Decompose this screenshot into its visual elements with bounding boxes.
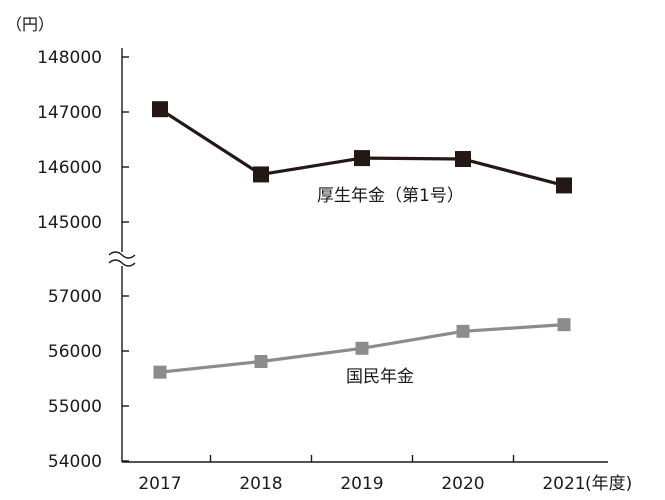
- y-tick-label: 147000: [37, 103, 102, 123]
- series-0: [152, 101, 572, 194]
- x-axis-unit-label: (年度): [585, 474, 632, 494]
- y-tick-label: 148000: [37, 48, 102, 68]
- data-point-marker: [152, 101, 168, 118]
- data-point-marker: [355, 341, 369, 355]
- y-axis-unit-label: （円）: [6, 15, 54, 34]
- data-point-marker: [557, 318, 571, 332]
- x-tick-label: 2020: [441, 474, 484, 494]
- x-tick-label: 2021: [542, 474, 585, 494]
- axis-break-mark: [108, 251, 136, 259]
- y-tick-label: 54000: [48, 452, 102, 472]
- tick-labels: 145000 146000 147000 148000 54000 55000 56000 5…: [37, 48, 586, 494]
- data-point-marker: [354, 150, 370, 167]
- data-point-marker: [456, 324, 470, 338]
- data-point-marker: [253, 166, 269, 183]
- series-layer: [152, 101, 572, 379]
- series-label-kokumin: 国民年金: [346, 367, 414, 387]
- x-tick-label: 2018: [239, 474, 282, 494]
- data-point-marker: [455, 151, 471, 168]
- x-tick-label: 2019: [340, 474, 383, 494]
- data-point-marker: [153, 365, 167, 379]
- y-tick-label: 55000: [48, 397, 102, 417]
- series-1: [153, 318, 571, 379]
- y-tick-label: 56000: [48, 342, 102, 362]
- y-tick-label: 146000: [37, 158, 102, 178]
- series-label-kosei: 厚生年金（第1号）: [317, 186, 464, 206]
- data-point-marker: [254, 355, 268, 369]
- data-point-marker: [556, 177, 572, 194]
- axes: [108, 48, 608, 463]
- x-tick-label: 2017: [138, 474, 181, 494]
- series-line: [159, 107, 565, 187]
- y-tick-label: 145000: [37, 213, 102, 233]
- y-tick-label: 57000: [48, 287, 102, 307]
- axis-break-mark: [108, 259, 136, 267]
